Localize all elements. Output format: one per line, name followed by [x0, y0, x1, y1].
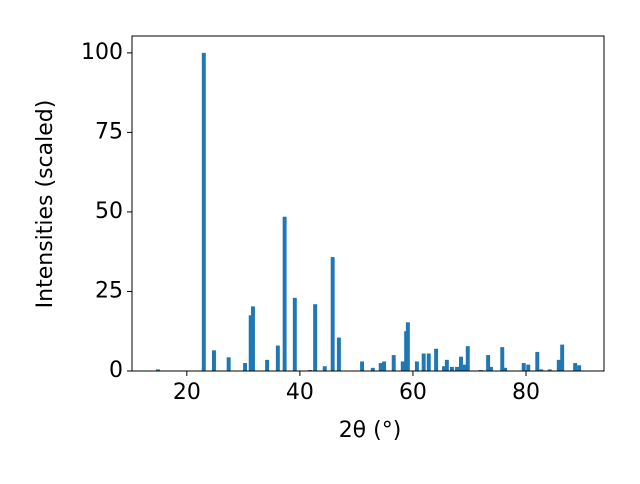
bar [330, 257, 335, 371]
bar [421, 353, 426, 371]
bar [577, 365, 582, 371]
y-tick-label: 50 [95, 199, 123, 224]
bar [444, 359, 449, 371]
bar [275, 345, 280, 371]
bar [313, 304, 318, 371]
bar [539, 369, 544, 371]
bar [248, 315, 253, 371]
x-axis-label: 2θ (°) [339, 418, 402, 443]
bar [400, 361, 405, 371]
bar [547, 369, 552, 371]
bar [560, 344, 565, 371]
bar [414, 361, 419, 371]
x-tick-label: 40 [286, 380, 314, 405]
y-tick-label: 100 [81, 40, 123, 65]
bar [201, 52, 206, 371]
bar [265, 359, 270, 371]
bar [535, 351, 540, 371]
bar [378, 363, 383, 371]
bar [405, 322, 410, 371]
x-tick-label: 80 [512, 380, 540, 405]
bar [282, 216, 287, 371]
bar [360, 361, 365, 371]
bar [462, 364, 467, 371]
bar [459, 356, 463, 371]
bar [442, 366, 447, 371]
bar [521, 363, 526, 371]
y-tick-label: 0 [109, 358, 123, 383]
bar [526, 364, 531, 371]
bar [336, 337, 341, 371]
bar [486, 355, 491, 371]
y-tick-label: 75 [95, 119, 123, 144]
bar [449, 366, 454, 371]
bar [426, 353, 431, 371]
bar [391, 355, 396, 371]
bar [250, 306, 255, 371]
bar [370, 367, 375, 371]
bar [243, 363, 248, 371]
bar [556, 359, 561, 371]
bar [322, 366, 327, 371]
bar [503, 367, 508, 371]
bar [465, 346, 470, 371]
bar [226, 357, 231, 371]
y-tick-label: 25 [95, 278, 123, 303]
bar [455, 366, 460, 371]
bar [500, 347, 505, 371]
x-tick-label: 20 [173, 380, 201, 405]
x-tick-label: 60 [399, 380, 427, 405]
bar [211, 350, 216, 371]
bar [382, 361, 387, 371]
plot-frame [131, 35, 605, 372]
bar [434, 348, 439, 371]
y-axis-label: Intensities (scaled) [33, 100, 58, 309]
bar [488, 366, 493, 371]
bar [156, 369, 160, 371]
bar [292, 297, 297, 371]
bar [573, 363, 578, 371]
